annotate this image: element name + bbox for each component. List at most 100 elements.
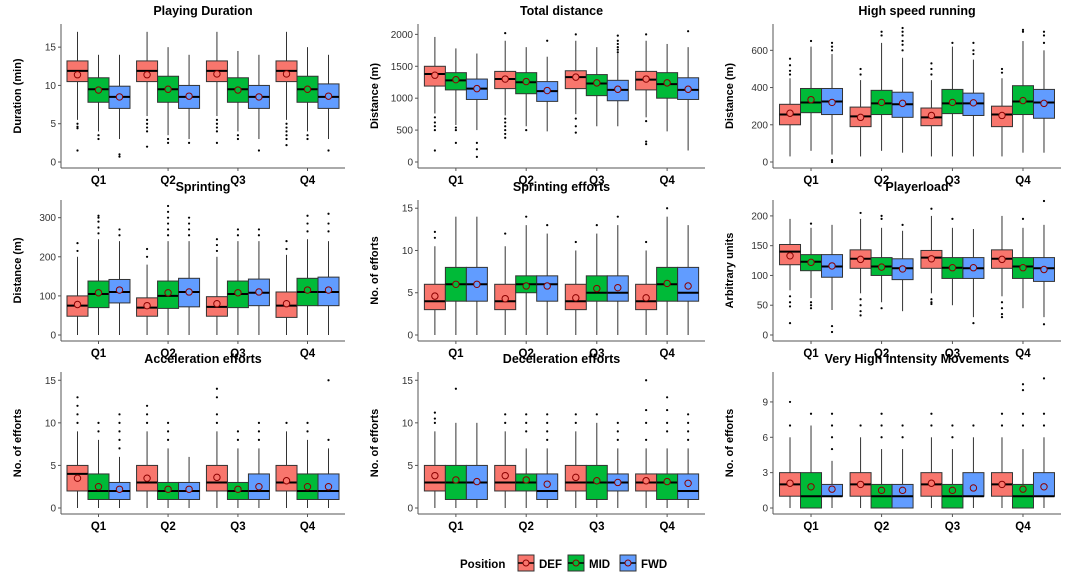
box-mid-q1 [800,412,823,509]
outlier-point [930,301,933,304]
outlier-point [76,149,79,152]
box-mid-q3 [585,413,608,508]
box-def-q3 [920,62,943,157]
mean-point [543,480,551,488]
outlier-point [809,301,813,304]
outlier-point [215,118,219,121]
outlier-point [616,39,619,42]
y-tick-label: 400 [751,83,768,94]
outlier-point [504,32,507,35]
outlier-point [1000,313,1004,316]
outlier-point [215,122,219,125]
box-mid-q4 [1011,28,1034,153]
outlier-point [788,321,792,325]
mean-point [1040,265,1048,274]
box-mid-q4 [296,47,319,141]
outlier-point [788,57,792,60]
box-mid-q4 [1011,217,1034,309]
box-mid-q1 [444,216,467,335]
box-mid-q1 [87,54,110,141]
outlier-point [788,424,792,427]
panel-total-distance: Total distance Distance (m) 0 500 1000 1500 20… [369,4,705,187]
box-def-q2 [849,424,872,508]
outlier-point [97,421,100,424]
outlier-point [454,128,457,132]
y-tick-label: 1500 [391,62,414,73]
mean-point [234,485,242,493]
box-fwd-q4 [677,30,700,151]
box-def-q3 [564,413,587,508]
y-tick-label: 200 [39,252,56,263]
outlier-point [1000,67,1004,71]
box-def-q2 [136,31,159,148]
mean-point [572,73,580,81]
mean-point [969,99,978,107]
y-tick-label: 0 [407,158,413,169]
outlier-point [972,41,975,44]
outlier-point [504,121,507,124]
x-tick-label: Q4 [659,175,675,187]
y-tick-label: 1000 [391,94,414,105]
outlier-point [433,125,436,128]
mean-point [1040,99,1048,108]
outlier-point [830,412,834,415]
mean-point [164,85,172,93]
mean-point [572,294,580,302]
outlier-point [830,160,834,164]
mean-point [856,480,865,489]
outlier-point [788,69,792,72]
legend-label: MID [589,559,610,571]
mean-point [614,478,622,487]
x-tick-label: Q4 [659,348,675,360]
x-tick-label: Q1 [448,521,464,533]
y-tick-label: 15 [402,204,414,215]
outlier-point [504,128,507,132]
box-mid-q2 [870,214,893,310]
outlier-point [76,242,79,245]
outlier-point [616,34,619,37]
x-tick-label: Q3 [589,175,604,187]
outlier-point [236,137,240,141]
outlier-point [574,117,577,120]
outlier-point [306,134,309,137]
outlier-point [97,214,100,217]
mean-point [684,85,692,93]
outlier-point [454,141,457,144]
mean-point [898,99,907,108]
mean-point [452,280,460,288]
y-tick-label: 5 [407,288,413,299]
mean-point [828,485,836,493]
y-axis-label: No. of efforts [12,409,24,477]
box-def-q2 [849,67,872,157]
outlier-point [433,116,436,119]
mean-point [473,84,481,93]
box-def-q2 [494,232,517,335]
outlier-point [118,438,121,441]
outlier-point [972,321,975,325]
outlier-point [645,379,648,382]
mean-point [164,289,172,297]
outlier-point [574,125,577,128]
outlier-point [616,421,619,424]
outlier-point [118,413,121,416]
mean-point [593,79,601,87]
y-tick-label: 0 [762,504,768,515]
outlier-point [830,324,834,328]
y-tick-label: 10 [402,246,414,257]
outlier-point [145,130,149,133]
mean-point [94,289,103,297]
outlier-point [616,42,619,46]
box-fwd-q4 [1032,377,1055,508]
y-axis-label: No. of efforts [369,236,381,304]
outlier-point [257,430,261,433]
outlier-point [504,413,507,416]
mean-point [642,477,650,485]
mean-point [593,477,601,485]
mean-point [115,286,124,294]
outlier-point [930,73,933,76]
legend-title: Position [460,559,505,571]
legend-mean-point [522,559,530,567]
mean-point [898,486,907,495]
outlier-point [257,234,261,237]
